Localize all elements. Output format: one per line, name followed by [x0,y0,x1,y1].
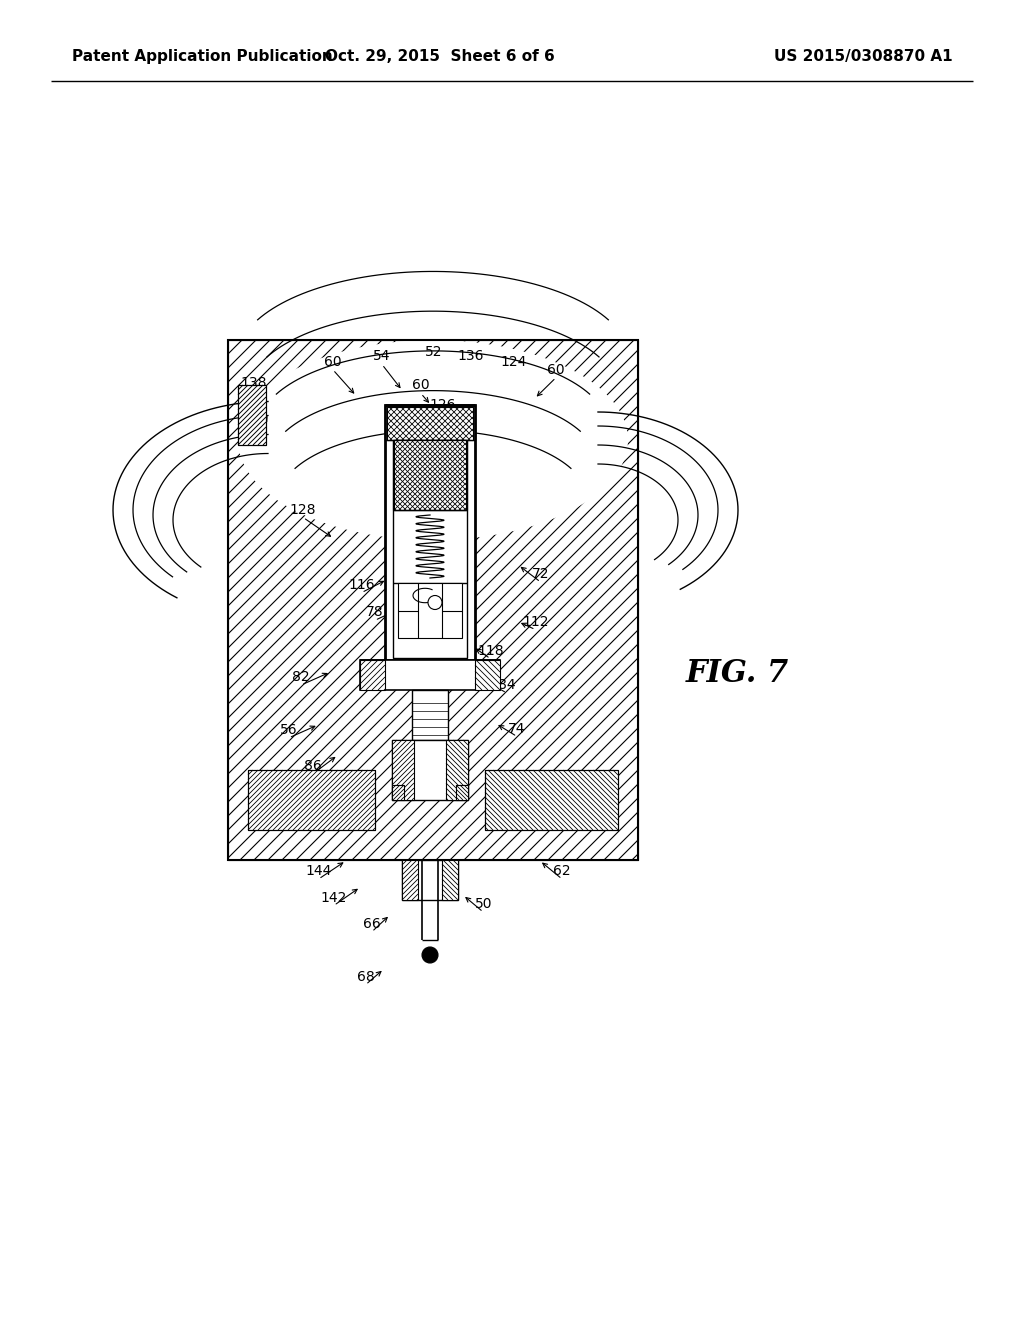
Text: 60: 60 [547,363,565,376]
Bar [387,407,473,440]
Bar [360,660,385,690]
Bar [446,741,468,800]
Text: 66: 66 [362,917,381,931]
Bar [385,405,475,440]
Bar [228,341,638,861]
Bar [456,785,468,800]
Bar [412,690,449,741]
Bar [385,405,475,660]
Text: 82: 82 [292,671,310,684]
Text: FIG. 7: FIG. 7 [686,657,788,689]
Bar [238,385,266,445]
Bar [485,770,618,830]
Text: 56: 56 [280,723,298,737]
Text: 138: 138 [241,376,267,389]
Text: 50: 50 [474,898,493,911]
Text: 118: 118 [477,644,504,657]
Ellipse shape [238,341,628,540]
Bar [387,407,473,440]
Text: Oct. 29, 2015  Sheet 6 of 6: Oct. 29, 2015 Sheet 6 of 6 [326,49,555,65]
Bar [485,770,618,830]
Bar [248,770,375,830]
Text: 116: 116 [348,578,375,591]
Text: 78: 78 [366,606,384,619]
Bar [402,861,418,900]
Bar [402,861,458,900]
Text: 144: 144 [305,865,332,878]
Text: 54: 54 [373,350,391,363]
Text: 72: 72 [531,568,550,581]
Bar [394,440,466,510]
Text: 62: 62 [553,865,571,878]
Text: 112: 112 [522,615,549,628]
Bar [228,341,638,861]
Text: 84: 84 [498,678,516,692]
Text: Patent Application Publication: Patent Application Publication [72,49,333,65]
Bar [392,785,404,800]
Bar [394,440,466,510]
Text: US 2015/0308870 A1: US 2015/0308870 A1 [774,49,952,65]
Text: 68: 68 [356,970,375,983]
Bar [393,440,467,510]
Text: 142: 142 [321,891,347,904]
Text: 136: 136 [458,350,484,363]
Bar [248,770,375,830]
Bar [442,861,458,900]
Bar [398,583,462,638]
Text: 60: 60 [324,355,342,368]
Bar [392,741,414,800]
Text: 124: 124 [501,355,527,368]
Circle shape [428,595,442,610]
Text: 60: 60 [412,379,430,392]
Text: 128: 128 [290,503,316,516]
Bar [238,385,266,445]
Bar [393,440,467,657]
Text: 86: 86 [304,759,323,772]
Bar [360,660,500,690]
Text: 52: 52 [425,346,443,359]
Text: 126: 126 [429,399,456,412]
Text: 74: 74 [508,722,526,735]
Circle shape [422,946,438,964]
Bar [392,741,468,800]
Bar [475,660,500,690]
